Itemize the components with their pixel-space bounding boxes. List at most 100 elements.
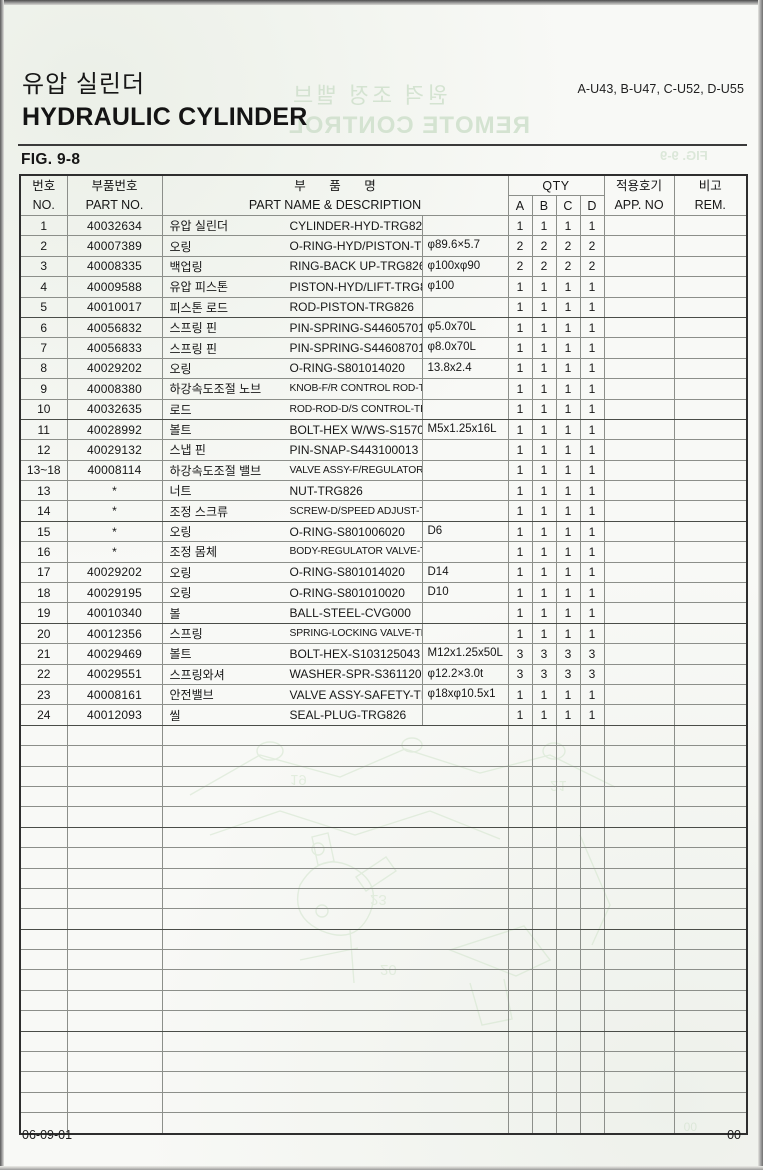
cell-blank xyxy=(555,1071,581,1093)
cell-blank xyxy=(603,745,675,767)
cell-blank xyxy=(673,785,748,808)
cell-qty-c: 1 xyxy=(555,622,581,645)
cell-rem xyxy=(673,459,748,482)
cell-blank xyxy=(161,1051,509,1073)
cell-blank xyxy=(19,806,68,828)
table-row-blank xyxy=(19,887,748,910)
cell-qty-c: 1 xyxy=(555,683,581,706)
cell-rem xyxy=(673,520,748,543)
cell-qty-b: 1 xyxy=(531,459,557,482)
col-header-qty-d: D xyxy=(579,195,605,216)
cell-blank xyxy=(19,908,68,930)
parts-table-body: 1 40032634 유압 실린더 CYLINDER-HYD-TRG826 1 1 1 1 2 4… xyxy=(19,214,748,1135)
cell-part-no: * xyxy=(66,520,163,543)
cell-qty-a: 1 xyxy=(507,296,533,318)
part-name-korean: 스프링 핀 xyxy=(169,321,218,336)
cell-qty-d: 1 xyxy=(579,337,605,359)
cell-qty-c: 1 xyxy=(555,459,581,482)
cell-part-name: 조정 몸체 BODY-REGULATOR VALVE-TRG826 xyxy=(161,541,509,563)
table-row-blank xyxy=(19,908,748,930)
cell-rem xyxy=(673,337,748,359)
cell-blank xyxy=(603,826,675,849)
cell-qty-a: 1 xyxy=(507,683,533,706)
part-spec xyxy=(421,379,508,399)
cell-blank xyxy=(603,806,675,828)
cell-part-name: 오링 O-RING-S801006020 D6 xyxy=(161,520,509,543)
cell-rem xyxy=(673,276,748,298)
part-spec xyxy=(421,705,508,725)
cell-blank xyxy=(19,745,68,767)
table-row-blank xyxy=(19,1030,748,1053)
cell-qty-b: 1 xyxy=(531,520,557,543)
cell-qty-b: 1 xyxy=(531,683,557,706)
part-name-english: O-RING-S801014020 xyxy=(289,361,405,376)
cell-blank xyxy=(579,949,605,971)
cell-blank xyxy=(673,1051,748,1073)
cell-qty-b: 1 xyxy=(531,296,557,318)
cell-blank xyxy=(161,989,509,1012)
cell-no: 16 xyxy=(19,541,68,563)
cell-part-name: 오링 O-RING-HYD/PISTON-TRG826φ89.6×5.7 xyxy=(161,235,509,257)
cell-blank xyxy=(531,867,557,889)
table-row-blank xyxy=(19,1071,748,1093)
cell-blank xyxy=(603,847,675,869)
cell-no: 8 xyxy=(19,357,68,380)
part-name-english: O-RING-HYD/PISTON-TRG826 xyxy=(289,239,422,254)
cell-blank xyxy=(555,724,581,747)
cell-blank xyxy=(531,826,557,849)
cell-blank xyxy=(531,989,557,1012)
cell-qty-a: 1 xyxy=(507,316,533,339)
col-header-qty-b: B xyxy=(531,195,557,216)
cell-qty-c: 1 xyxy=(555,704,581,726)
part-name-korean: 오링 xyxy=(169,586,192,601)
part-name-korean: 스프링 xyxy=(169,627,203,641)
cell-qty-a: 1 xyxy=(507,500,533,522)
part-spec xyxy=(421,623,508,644)
cell-rem xyxy=(673,255,748,278)
cell-qty-a: 2 xyxy=(507,255,533,278)
col-header-part-name-ko: 부 품 명 xyxy=(294,179,386,194)
cell-no: 7 xyxy=(19,337,68,359)
col-header-app-no-en: APP. NO xyxy=(614,197,664,212)
cell-part-name: 볼트 BOLT-HEX-S103125043 M12x1.25x50L xyxy=(161,643,509,665)
cell-blank xyxy=(579,806,605,828)
cell-blank xyxy=(66,969,163,991)
cell-blank xyxy=(603,908,675,930)
cell-blank xyxy=(531,887,557,910)
cell-qty-b: 1 xyxy=(531,337,557,359)
cell-part-name: 볼 BALL-STEEL-CVG000 xyxy=(161,602,509,624)
cell-app-no xyxy=(603,663,675,685)
cell-app-no xyxy=(603,255,675,278)
cell-part-name: 피스톤 로드 ROD-PISTON-TRG826 xyxy=(161,296,509,318)
cell-qty-c: 1 xyxy=(555,378,581,400)
table-row: 7 40056833 스프링 핀 PIN-SPRING-S446087010 φ8.0x… xyxy=(19,337,748,359)
part-name-english: PISTON-HYD/LIFT-TRG826 xyxy=(289,279,422,294)
part-spec: φ100xφ90 xyxy=(421,256,508,277)
cell-qty-c: 1 xyxy=(555,337,581,359)
cell-blank xyxy=(555,928,581,951)
part-name-english: PIN-SPRING-S446087010 xyxy=(289,341,422,356)
part-name-korean: 볼트 xyxy=(169,423,192,438)
table-row-blank xyxy=(19,785,748,808)
part-name-english: RING-BACK UP-TRG826 xyxy=(289,259,422,274)
cell-blank xyxy=(66,908,163,930)
cell-rem xyxy=(673,378,748,400)
cell-qty-c: 1 xyxy=(555,582,581,604)
cell-qty-d: 1 xyxy=(579,582,605,604)
cell-blank xyxy=(507,1071,533,1093)
cell-rem xyxy=(673,480,748,502)
cell-qty-a: 1 xyxy=(507,337,533,359)
cell-blank xyxy=(531,724,557,747)
cell-qty-c: 1 xyxy=(555,214,581,237)
cell-rem xyxy=(673,582,748,604)
cell-part-name: 오링 O-RING-S801010020 D10 xyxy=(161,582,509,604)
table-row: 3 40008335 백업링 RING-BACK UP-TRG826 φ100xφ90 2… xyxy=(19,255,748,278)
cell-app-no xyxy=(603,214,675,237)
table-row-blank xyxy=(19,989,748,1012)
cell-qty-b: 2 xyxy=(531,235,557,257)
